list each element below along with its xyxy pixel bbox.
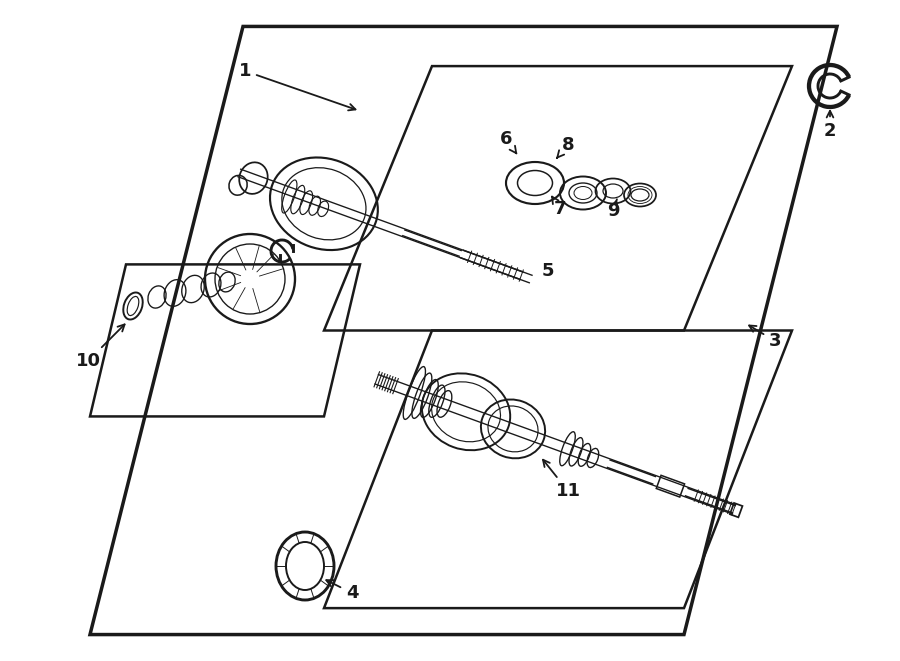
Text: 4: 4 xyxy=(327,580,358,602)
Text: 6: 6 xyxy=(500,130,517,153)
Text: 5: 5 xyxy=(542,262,554,280)
Text: 9: 9 xyxy=(607,199,619,220)
Text: 2: 2 xyxy=(824,111,836,140)
Text: 1: 1 xyxy=(238,62,356,110)
Text: 10: 10 xyxy=(76,325,124,370)
Text: 7: 7 xyxy=(552,196,566,218)
Text: 8: 8 xyxy=(557,136,574,158)
Text: 11: 11 xyxy=(543,460,580,500)
Text: 3: 3 xyxy=(749,325,781,350)
